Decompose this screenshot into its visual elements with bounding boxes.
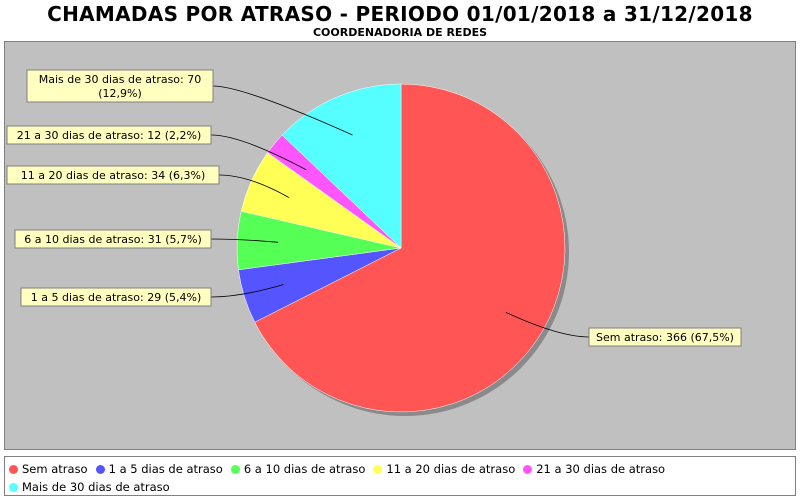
slice-label-6-percent: (12,9%) — [98, 87, 142, 100]
label-box-1 — [588, 327, 742, 347]
legend-item-5: 21 a 30 dias de atraso — [523, 460, 665, 478]
legend-item-1: Sem atraso — [9, 460, 88, 478]
label-connector-5 — [210, 134, 307, 171]
pie-chart: Sem atraso: 366 (67,5%) 1 a 5 dias de atr… — [6, 69, 742, 416]
label-connector-6 — [212, 85, 353, 136]
pie-slice-6[interactable] — [281, 83, 402, 249]
label-connector-2 — [210, 284, 284, 298]
label-box-4 — [6, 165, 220, 185]
legend-item-2: 1 a 5 dias de atraso — [95, 460, 223, 478]
label-box-2 — [20, 287, 212, 307]
pie-slice-1[interactable] — [254, 83, 566, 413]
legend-item-4: 11 a 20 dias de atraso — [373, 460, 515, 478]
plot-area: Sem atraso: 366 (67,5%) 1 a 5 dias de atr… — [4, 41, 796, 450]
label-connector-3 — [210, 238, 279, 243]
legend-item-3: 6 a 10 dias de atraso — [230, 460, 366, 478]
legend-label-4: 11 a 20 dias de atraso — [386, 462, 516, 476]
legend-label-3: 6 a 10 dias de atraso — [243, 462, 366, 476]
legend-label-6: Mais de 30 dias de atraso — [22, 480, 170, 494]
label-connector-4 — [218, 174, 290, 198]
slice-label-3: 6 a 10 dias de atraso: 31 (5,7%) — [24, 233, 201, 246]
legend-label-5: 21 a 30 dias de atraso — [536, 462, 666, 476]
legend-label-1: Sem atraso — [22, 462, 88, 476]
legend: Sem atraso 1 a 5 dias de atraso 6 a 10 dia… — [4, 456, 796, 496]
label-box-6 — [26, 69, 214, 103]
chart-subtitle: COORDENADORIA DE REDES — [312, 26, 488, 39]
slice-label-2: 1 a 5 dias de atraso: 29 (5,4%) — [31, 291, 201, 304]
slice-label-5: 21 a 30 dias de atraso: 12 (2,2%) — [17, 129, 201, 142]
legend-swatch-2 — [95, 465, 105, 474]
legend-swatch-6 — [9, 483, 18, 492]
slice-label-6: Mais de 30 dias de atraso: 70 — [39, 73, 202, 86]
legend-swatch-3 — [230, 465, 240, 474]
legend-swatch-4 — [373, 465, 383, 474]
legend-label-2: 1 a 5 dias de atraso — [108, 462, 223, 476]
legend-item-6: Mais de 30 dias de atraso — [9, 478, 170, 496]
label-connector-1 — [505, 311, 590, 338]
legend-swatch-1 — [9, 465, 18, 474]
label-box-5 — [6, 125, 212, 145]
legend-swatch-5 — [523, 465, 533, 474]
label-box-3 — [14, 229, 212, 249]
slice-label-1: Sem atraso: 366 (67,5%) — [596, 331, 734, 344]
chart-title: CHAMADAS POR ATRASO - PERIODO 01/01/2018… — [47, 2, 753, 26]
slice-label-4: 11 a 20 dias de atraso: 34 (6,3%) — [21, 169, 205, 182]
